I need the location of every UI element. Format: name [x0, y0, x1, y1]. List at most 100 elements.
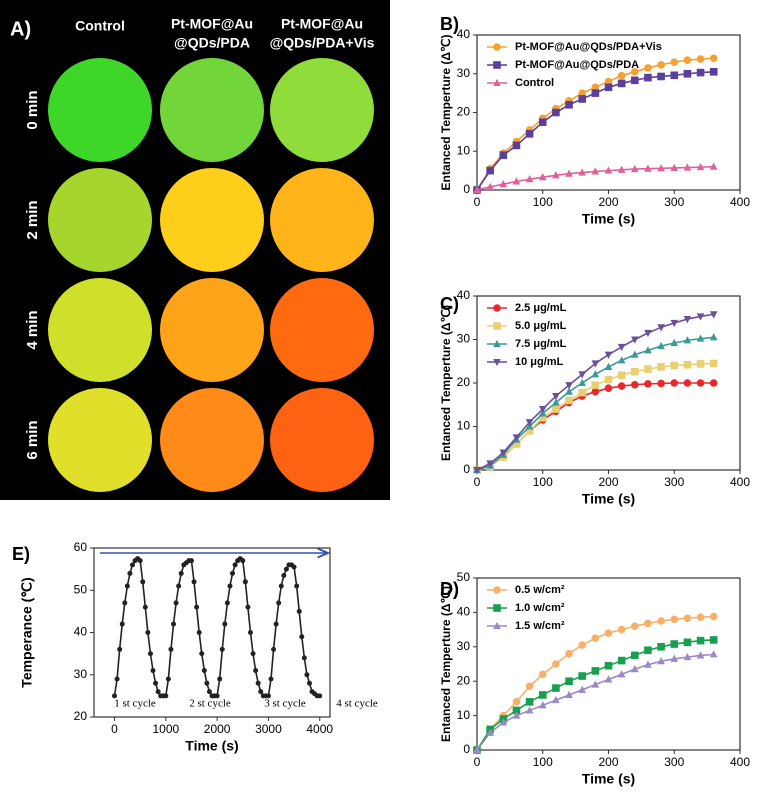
marker — [268, 676, 274, 682]
marker — [129, 562, 135, 568]
marker — [578, 89, 586, 97]
marker — [512, 711, 521, 719]
marker — [486, 728, 494, 736]
marker — [473, 466, 481, 475]
marker — [552, 398, 560, 406]
marker — [578, 168, 586, 176]
marker — [617, 79, 626, 88]
marker — [591, 89, 600, 97]
thermal-image — [270, 388, 374, 492]
marker — [127, 570, 133, 576]
marker — [670, 640, 679, 648]
legend-label: Control — [515, 77, 554, 89]
y-tick-label: 40 — [457, 605, 471, 619]
thermal-image — [160, 168, 264, 272]
marker — [294, 583, 300, 589]
marker — [683, 652, 692, 661]
marker — [525, 174, 534, 183]
annotation: 1 st cycle — [114, 698, 156, 710]
marker — [565, 396, 573, 405]
marker — [631, 164, 639, 173]
marker — [696, 379, 705, 387]
y-tick-label: 10 — [457, 143, 471, 157]
marker — [631, 350, 639, 358]
marker — [631, 380, 639, 389]
series-line — [476, 382, 714, 471]
panel-label: B) — [440, 14, 459, 34]
marker — [683, 336, 692, 344]
thermal-image — [48, 278, 152, 382]
marker — [306, 680, 312, 686]
marker — [670, 654, 679, 662]
marker — [617, 356, 626, 364]
marker — [217, 676, 223, 682]
marker — [214, 693, 220, 699]
marker — [552, 660, 560, 668]
marker — [525, 419, 534, 427]
marker — [552, 405, 560, 413]
marker — [631, 664, 639, 673]
x-tick-label: 400 — [730, 195, 750, 209]
y-axis-label: Entanced Temperture (Δ℃) — [439, 35, 453, 191]
marker — [591, 667, 600, 675]
marker — [525, 427, 534, 435]
y-tick-label: 0 — [463, 462, 470, 476]
marker — [657, 341, 665, 350]
x-tick-label: 200 — [598, 475, 618, 489]
marker — [591, 167, 600, 175]
marker — [552, 108, 560, 117]
y-tick-label: 0 — [463, 742, 470, 756]
marker — [631, 68, 639, 76]
marker — [696, 55, 705, 63]
marker — [552, 695, 560, 704]
marker — [709, 54, 718, 63]
row-label: 6 min — [24, 420, 41, 459]
marker — [147, 651, 153, 657]
marker — [552, 393, 560, 401]
marker — [150, 668, 156, 674]
marker — [591, 370, 600, 378]
marker — [512, 177, 521, 185]
marker — [281, 572, 287, 578]
marker — [709, 333, 718, 341]
marker — [119, 621, 125, 627]
thermal-image — [48, 58, 152, 162]
column-header: Pt-MOF@Au — [171, 16, 253, 32]
marker — [222, 621, 228, 627]
marker — [644, 164, 652, 172]
y-tick-label: 10 — [457, 419, 471, 433]
marker — [253, 668, 259, 674]
marker — [591, 680, 600, 688]
marker — [604, 661, 613, 670]
thermal-image — [160, 388, 264, 492]
marker — [512, 706, 521, 715]
annotation: 2 st cycle — [189, 698, 231, 710]
marker — [230, 570, 236, 576]
legend-marker — [493, 339, 501, 348]
marker — [124, 583, 130, 589]
marker — [657, 72, 665, 81]
thermal-image — [270, 278, 374, 382]
x-axis-label: Time (s) — [582, 211, 635, 227]
marker — [499, 180, 508, 188]
marker — [538, 701, 547, 709]
legend-label: Pt-MOF@Au@QDs/PDA+Vis — [515, 41, 662, 53]
marker — [604, 629, 613, 637]
x-tick-label: 4000 — [306, 722, 333, 736]
series-line — [476, 362, 714, 471]
marker — [644, 64, 652, 72]
thermal-image — [48, 168, 152, 272]
marker — [552, 171, 560, 179]
marker — [709, 68, 718, 76]
x-axis-label: Time (s) — [185, 738, 238, 754]
marker — [196, 630, 202, 635]
legend-label: 0.5 w/cm² — [515, 584, 565, 596]
y-axis-label: Entanced Temperture (Δ℃) — [439, 305, 453, 461]
marker — [486, 166, 494, 175]
marker — [499, 151, 508, 159]
marker — [683, 56, 692, 64]
marker — [696, 334, 705, 342]
x-tick-label: 0 — [474, 475, 481, 489]
marker — [499, 449, 508, 457]
marker — [683, 69, 692, 78]
